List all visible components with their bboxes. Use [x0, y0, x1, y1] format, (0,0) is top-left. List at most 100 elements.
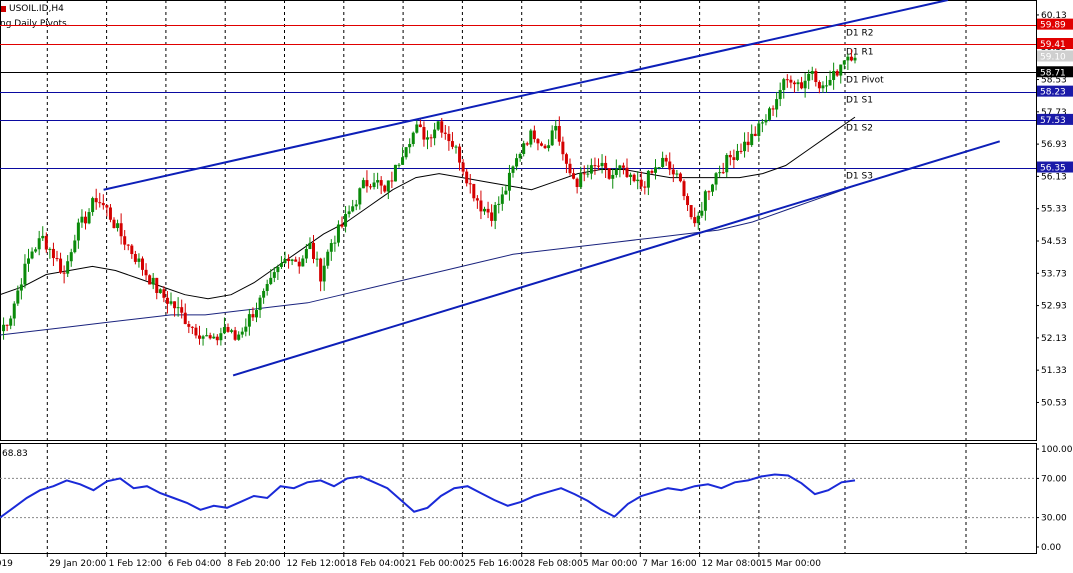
- candle-body: [408, 144, 412, 148]
- candle-body: [358, 188, 362, 205]
- candle-body: [547, 145, 551, 149]
- candle-body: [507, 172, 511, 191]
- ma-slow-line: [0, 185, 856, 336]
- candle-body: [84, 216, 87, 224]
- candle-body: [322, 265, 326, 282]
- y-tick-label: 52.93: [1041, 302, 1067, 312]
- candle-body: [597, 165, 600, 167]
- x-tick-label: 21 Feb 00:00: [405, 559, 464, 569]
- x-tick-label: 12 Mar 08:00: [702, 559, 762, 569]
- candle-body: [625, 167, 629, 177]
- candle-body: [326, 251, 330, 266]
- candle-body: [333, 242, 337, 244]
- candle-body: [73, 240, 77, 253]
- candle-body: [593, 165, 597, 167]
- candle-body: [718, 172, 722, 174]
- candle-body: [743, 141, 747, 152]
- candle-body: [835, 71, 839, 76]
- candle-body: [27, 258, 30, 264]
- price-badge: [1037, 66, 1073, 78]
- candle-body: [59, 258, 63, 273]
- candles: [2, 49, 857, 346]
- rsi-tick-label: 30.00: [1041, 514, 1067, 524]
- candle-body: [233, 330, 237, 340]
- price-badge: [1037, 113, 1073, 125]
- x-tick-label: 29 Jan 20:00: [49, 559, 106, 569]
- candle-body: [540, 143, 543, 146]
- candle-body: [94, 198, 98, 203]
- x-tick-label: 8 Feb 20:00: [227, 559, 281, 569]
- candle-body: [9, 318, 13, 326]
- candle-body: [415, 124, 419, 133]
- candle-body: [511, 166, 515, 173]
- candle-body: [564, 154, 568, 164]
- price-badge-label: 59.89: [1040, 21, 1066, 31]
- candle-body: [361, 180, 365, 189]
- candle-body: [237, 334, 241, 340]
- candle-body: [654, 167, 657, 173]
- pivot-label: D1 R2: [846, 29, 874, 39]
- candle-body: [771, 108, 775, 110]
- x-tick-label: 1 Feb 12:00: [109, 559, 163, 569]
- candle-body: [468, 183, 472, 185]
- candle-body: [575, 178, 579, 188]
- candle-body: [497, 203, 501, 205]
- candle-body: [16, 290, 20, 304]
- candle-body: [465, 171, 469, 184]
- candle-body: [725, 154, 729, 173]
- x-tick-label: 6 Feb 04:00: [168, 559, 222, 569]
- candle-body: [639, 179, 643, 187]
- candle-body: [133, 254, 137, 262]
- candle-body: [230, 330, 234, 332]
- rsi-tick-label: 70.00: [1041, 474, 1067, 484]
- candle-body: [483, 208, 486, 212]
- candle-body: [447, 133, 451, 142]
- x-tick-label: 25 Feb 16:00: [464, 559, 523, 569]
- ma-fast-line: [0, 116, 856, 300]
- candle-body: [344, 214, 348, 227]
- candle-body: [69, 252, 73, 262]
- candle-body: [817, 82, 821, 89]
- candle-body: [493, 204, 497, 221]
- candle-body: [839, 64, 843, 76]
- candle-body: [258, 297, 262, 311]
- candle-body: [686, 196, 690, 206]
- candle-body: [561, 141, 565, 155]
- candle-body: [440, 121, 444, 133]
- candle-body: [711, 184, 714, 192]
- candle-body: [800, 82, 804, 89]
- candle-body: [30, 251, 34, 259]
- candle-body: [422, 127, 426, 140]
- candle-body: [411, 132, 415, 145]
- candle-body: [34, 249, 38, 252]
- candle-body: [842, 60, 846, 65]
- indicator-header: ng Daily Pivots.: [0, 19, 70, 29]
- candle-body: [62, 272, 66, 274]
- candle-body: [23, 263, 27, 285]
- rsi-frame: [0, 443, 1037, 554]
- candle-body: [148, 275, 152, 285]
- candle-body: [846, 56, 850, 61]
- candle-body: [707, 191, 711, 193]
- price-badge-label: 59.41: [1040, 40, 1066, 50]
- y-tick-label: 60.13: [1041, 11, 1067, 21]
- candle-body: [130, 245, 134, 255]
- candle-body: [490, 212, 494, 221]
- candle-body: [746, 141, 750, 146]
- candle-body: [735, 150, 739, 160]
- candle-body: [739, 150, 743, 152]
- candle-body: [183, 312, 187, 325]
- candle-body: [629, 174, 633, 177]
- candle-body: [108, 207, 112, 220]
- indicator-marker-icon: [0, 5, 6, 12]
- candle-body: [849, 56, 853, 61]
- candle-body: [222, 327, 226, 334]
- candle-body: [543, 145, 547, 149]
- candle-body: [678, 173, 682, 182]
- candle-body: [518, 153, 522, 159]
- candle-body: [219, 333, 223, 341]
- candle-body: [141, 258, 144, 270]
- candle-body: [828, 79, 832, 86]
- candle-body: [572, 173, 576, 179]
